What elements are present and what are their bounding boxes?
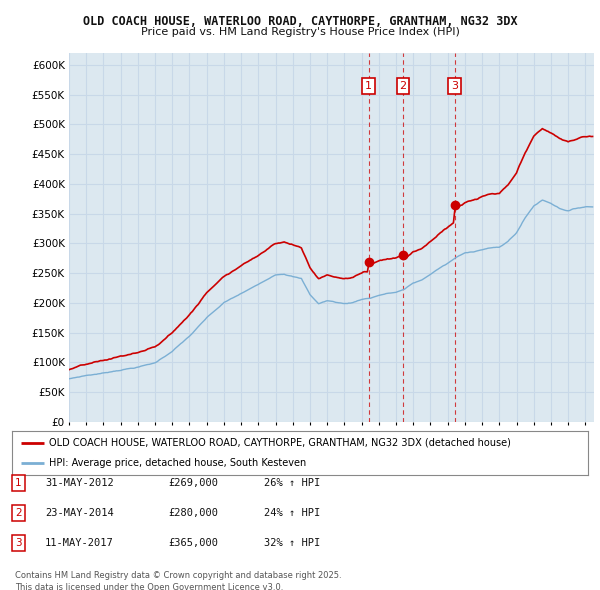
- Text: HPI: Average price, detached house, South Kesteven: HPI: Average price, detached house, Sout…: [49, 458, 307, 468]
- Text: 3: 3: [15, 538, 22, 548]
- Text: £280,000: £280,000: [168, 508, 218, 517]
- Text: 24% ↑ HPI: 24% ↑ HPI: [264, 508, 320, 517]
- Text: 23-MAY-2014: 23-MAY-2014: [45, 508, 114, 517]
- Text: 32% ↑ HPI: 32% ↑ HPI: [264, 538, 320, 548]
- Text: 1: 1: [365, 81, 372, 91]
- Text: 2: 2: [15, 508, 22, 517]
- Text: 11-MAY-2017: 11-MAY-2017: [45, 538, 114, 548]
- Text: OLD COACH HOUSE, WATERLOO ROAD, CAYTHORPE, GRANTHAM, NG32 3DX: OLD COACH HOUSE, WATERLOO ROAD, CAYTHORP…: [83, 15, 517, 28]
- Text: 31-MAY-2012: 31-MAY-2012: [45, 478, 114, 487]
- Text: OLD COACH HOUSE, WATERLOO ROAD, CAYTHORPE, GRANTHAM, NG32 3DX (detached house): OLD COACH HOUSE, WATERLOO ROAD, CAYTHORP…: [49, 438, 511, 448]
- Text: Price paid vs. HM Land Registry's House Price Index (HPI): Price paid vs. HM Land Registry's House …: [140, 27, 460, 37]
- Text: 3: 3: [451, 81, 458, 91]
- Text: £269,000: £269,000: [168, 478, 218, 487]
- Text: 2: 2: [400, 81, 407, 91]
- Text: £365,000: £365,000: [168, 538, 218, 548]
- Text: 26% ↑ HPI: 26% ↑ HPI: [264, 478, 320, 487]
- Text: 1: 1: [15, 478, 22, 487]
- Text: Contains HM Land Registry data © Crown copyright and database right 2025.
This d: Contains HM Land Registry data © Crown c…: [15, 571, 341, 590]
